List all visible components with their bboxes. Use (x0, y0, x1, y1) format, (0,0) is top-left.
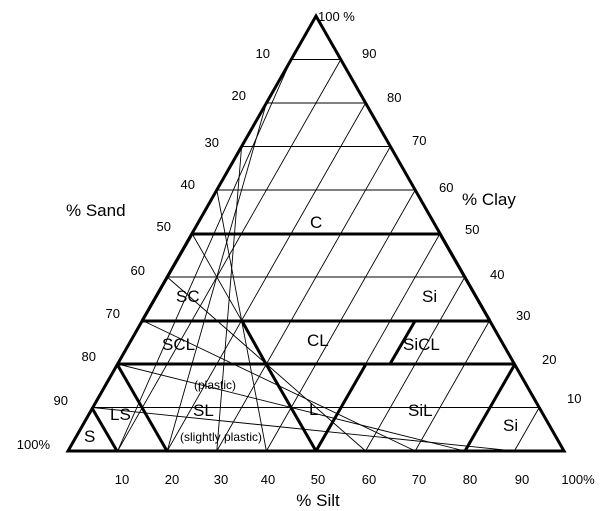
region-label-s: S (84, 427, 95, 446)
silt-tick: 20 (165, 472, 179, 487)
apex-label: 100 % (318, 9, 355, 24)
clay-tick: 10 (567, 391, 581, 406)
silt-axis-title: % Silt (296, 491, 340, 510)
class-boundaries (65, 12, 567, 453)
sand-tick: 80 (82, 349, 96, 364)
silt-tick: 90 (515, 472, 529, 487)
sand-tick: 30 (205, 135, 219, 150)
grid-line-silt (414, 320, 490, 452)
plastic-note: (plastic) (194, 378, 236, 392)
sand-tick: 90 (54, 393, 68, 408)
region-label-sl: SL (193, 401, 214, 420)
slightly-plastic-note: (slightly plastic) (180, 430, 262, 444)
region-label-cl: CL (307, 331, 329, 350)
clay-tick: 50 (465, 222, 479, 237)
silt-tick: 40 (261, 472, 275, 487)
clay-tick: 90 (362, 46, 376, 61)
clay-tick: 70 (412, 133, 426, 148)
boundary-cl-sicl (388, 320, 417, 365)
boundary-sil-si (463, 363, 517, 452)
region-labels: C SC Si SCL CL SiCL LS SL L SiL S Si (84, 213, 518, 446)
clay-tick: 60 (439, 180, 453, 195)
sand-tick: 70 (106, 306, 120, 321)
region-label-sicl: SiCL (403, 335, 440, 354)
boundary-l-sil (314, 363, 368, 452)
region-label-c: C (310, 213, 322, 232)
grid-line-silt (216, 146, 391, 452)
silt-tick: 60 (362, 472, 376, 487)
sand-tick: 60 (131, 263, 145, 278)
clay-tick: 20 (542, 352, 556, 367)
sand-tick: 40 (181, 177, 195, 192)
silt-axis-ticks: 10 20 30 40 50 60 70 80 90 100% (115, 472, 595, 487)
boundary-sc-left (140, 233, 194, 322)
silt-tick: 100% (561, 472, 595, 487)
clay-axis-ticks: 90 80 70 60 50 40 30 20 10 (362, 46, 581, 406)
silt-tick: 30 (214, 472, 228, 487)
region-label-sil: SiL (408, 401, 433, 420)
region-label-scl: SCL (162, 335, 195, 354)
silt-tick: 10 (115, 472, 129, 487)
boundary-sl-l (264, 363, 318, 452)
clay-tick: 80 (387, 90, 401, 105)
boundary-scl-cl (240, 320, 268, 365)
sand-axis-ticks: 10 20 30 40 50 60 70 80 90 100% (17, 46, 270, 452)
silt-tick: 80 (463, 472, 477, 487)
region-label-sc: SC (176, 287, 200, 306)
clay-tick: 40 (490, 267, 504, 282)
clay-axis-title: % Clay (462, 190, 516, 209)
boundary-si-upper (438, 233, 492, 322)
region-label-si-lower: Si (503, 416, 518, 435)
boundary-ls-sl (115, 363, 169, 452)
region-label-l: L (309, 400, 318, 419)
sand-tick: 10 (256, 46, 270, 61)
silt-tick: 70 (412, 472, 426, 487)
region-label-si-upper: Si (422, 287, 437, 306)
sand-tick: 100% (17, 437, 51, 452)
silt-tick: 50 (311, 472, 325, 487)
grid-lines (92, 59, 540, 452)
sand-tick: 20 (232, 88, 246, 103)
region-label-ls: LS (110, 405, 131, 424)
clay-tick: 30 (516, 308, 530, 323)
boundary-s-ls (90, 407, 119, 452)
grid-line-silt (514, 407, 540, 452)
sand-tick: 50 (157, 219, 171, 234)
sand-axis-title: % Sand (66, 201, 126, 220)
